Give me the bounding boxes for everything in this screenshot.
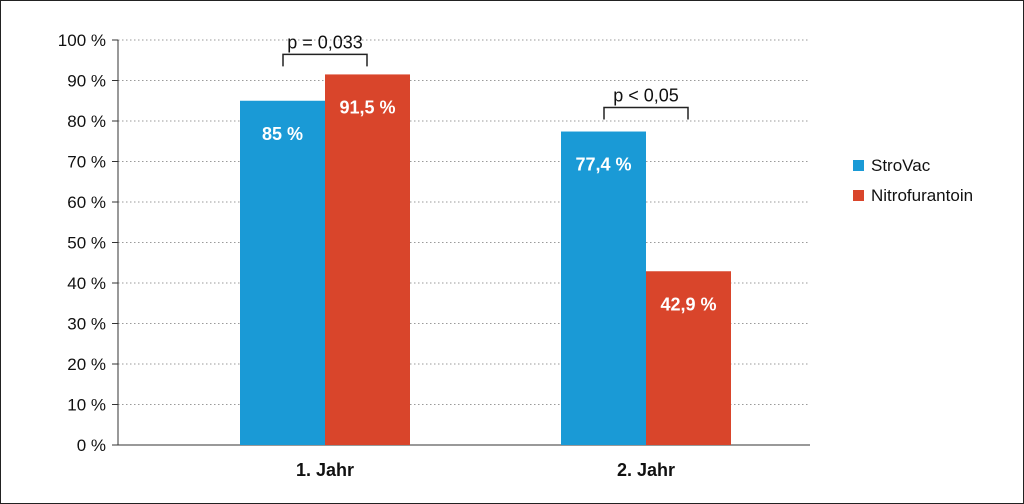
y-tick-label: 30 %: [67, 315, 106, 334]
bar-strovac: [561, 131, 646, 445]
significance-bracket: [282, 53, 368, 67]
y-tick-label: 50 %: [67, 234, 106, 253]
bar-value-label: 42,9 %: [660, 294, 716, 314]
legend-label-strovac: StroVac: [871, 156, 931, 175]
bar-value-label: 85 %: [262, 124, 303, 144]
p-value-label: p = 0,033: [287, 32, 363, 52]
y-tick-label: 60 %: [67, 193, 106, 212]
p-value-label: p < 0,05: [613, 86, 679, 106]
y-tick-label: 0 %: [77, 436, 106, 455]
y-tick-label: 70 %: [67, 153, 106, 172]
bar-nitrofurantoin: [646, 271, 731, 445]
x-category-label: 1. Jahr: [296, 460, 354, 480]
y-tick-label: 20 %: [67, 355, 106, 374]
y-tick-label: 10 %: [67, 396, 106, 415]
legend-swatch-strovac: [853, 160, 864, 171]
x-category-label: 2. Jahr: [617, 460, 675, 480]
bar-strovac: [240, 100, 325, 445]
y-tick-label: 100 %: [58, 31, 106, 50]
legend-label-nitrofurantoin: Nitrofurantoin: [871, 186, 973, 205]
y-tick-label: 80 %: [67, 112, 106, 131]
legend-swatch-nitrofurantoin: [853, 190, 864, 201]
y-tick-label: 40 %: [67, 274, 106, 293]
bar-nitrofurantoin: [325, 74, 410, 446]
y-tick-label: 90 %: [67, 72, 106, 91]
bar-value-label: 91,5 %: [339, 97, 395, 117]
bar-value-label: 77,4 %: [575, 155, 631, 175]
significance-bracket: [603, 106, 689, 120]
